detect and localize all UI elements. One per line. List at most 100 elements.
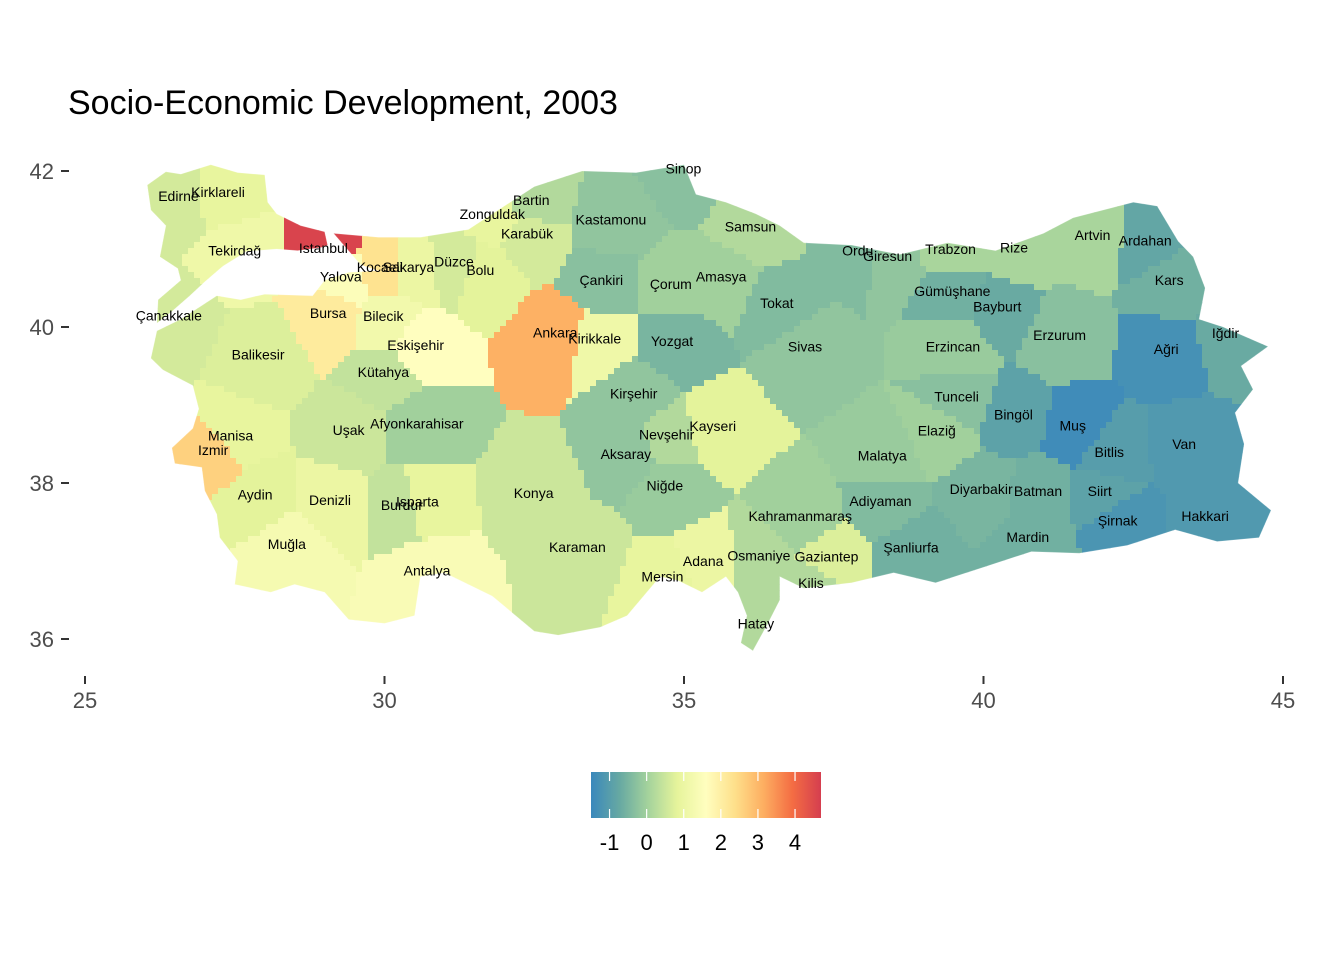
province-label: Kocaeli (357, 259, 403, 275)
province-label: Kastamonu (576, 211, 647, 227)
province-label: Kahramanmaraş (748, 508, 852, 524)
province-label: Şirnak (1098, 512, 1139, 528)
province-label: Kilis (798, 575, 824, 591)
province-label: Eskişehir (387, 337, 444, 353)
province-label: Izmir (198, 442, 229, 458)
province-label: Kayseri (689, 418, 736, 434)
province-label: Zonguldak (460, 206, 526, 222)
province-label: Tunceli (934, 388, 979, 404)
province-label: Niğde (647, 477, 684, 493)
x-tick-label: 25 (73, 688, 97, 713)
map-provinces (146, 164, 1272, 652)
province-label: Hakkari (1181, 508, 1228, 524)
province-label: Bilecik (363, 308, 404, 324)
province-label: Osmaniye (727, 548, 790, 564)
province-label: Giresun (863, 248, 912, 264)
province-label: Samsun (725, 218, 776, 234)
province-label: Isparta (396, 494, 439, 510)
province-label: Muş (1060, 417, 1086, 433)
province-label: Aydin (238, 487, 273, 503)
province-label: Mardin (1006, 529, 1049, 545)
legend-tick-label: 1 (678, 830, 690, 855)
province-label: Antalya (404, 562, 451, 578)
province-label: Erzincan (926, 339, 980, 355)
province-label: Kirklareli (191, 184, 245, 200)
province-label: Karabük (501, 225, 554, 241)
province-label: Adiyaman (849, 493, 911, 509)
province-label: Ankara (533, 324, 578, 340)
legend-tick-label: 2 (715, 830, 727, 855)
province-label: Bursa (310, 305, 347, 321)
province-label: Bitlis (1095, 444, 1125, 460)
province-label: Siirt (1088, 483, 1112, 499)
province-label: Aksaray (601, 446, 652, 462)
province-label: Ardahan (1119, 232, 1172, 248)
province-label: Karaman (549, 539, 606, 555)
province-label: Manisa (208, 427, 253, 443)
province-label: Yozgat (651, 333, 693, 349)
x-tick-label: 40 (971, 688, 995, 713)
x-tick-label: 30 (372, 688, 396, 713)
province-label: Istanbul (299, 240, 348, 256)
province-label: Gaziantep (795, 548, 859, 564)
province-label: Mersin (641, 569, 683, 585)
province-label: Tokat (760, 295, 794, 311)
province-label: Malatya (858, 448, 907, 464)
province-label: Batman (1014, 483, 1062, 499)
province-label: Nevşehir (639, 427, 695, 443)
province-label: Rize (1000, 239, 1028, 255)
map-axes: 25 30 35 40 45 36 38 40 42 (30, 159, 1296, 713)
province-label: Burdur (381, 497, 423, 513)
province-label: Denizli (309, 492, 351, 508)
province-label: Edirne (158, 188, 199, 204)
province-label: Kütahya (358, 364, 410, 380)
province-label: Gümüşhane (914, 283, 990, 299)
province-label: Çankiri (580, 272, 624, 288)
legend-tick-label: 4 (789, 830, 801, 855)
province-label: Tekirdağ (208, 243, 261, 259)
chart-title: Socio-Economic Development, 2003 (68, 84, 618, 122)
province-label: Amasya (696, 268, 747, 284)
province-label: Çanakkale (136, 307, 202, 323)
province-label: Kars (1155, 272, 1184, 288)
x-tick-label: 45 (1271, 688, 1295, 713)
y-tick-label: 38 (30, 471, 54, 496)
province-label: Sinop (665, 161, 701, 177)
legend-tick-label: 0 (641, 830, 653, 855)
province-label: Yalova (320, 268, 362, 284)
province-label: Bartin (513, 192, 550, 208)
province-label: Düzce (434, 253, 474, 269)
province-label: Balikesir (232, 346, 285, 362)
legend-colorbar (591, 772, 821, 818)
province-label: Bingöl (994, 406, 1033, 422)
province-label: Artvin (1075, 227, 1111, 243)
province-label: Sivas (788, 339, 822, 355)
province-label: Ordu (842, 243, 873, 259)
color-legend: -1 0 1 2 3 4 (591, 772, 821, 855)
province-label: Konya (514, 485, 554, 501)
province-label: Elaziğ (918, 423, 956, 439)
province-label: Çorum (650, 276, 692, 292)
province-label: Erzurum (1033, 327, 1086, 343)
province-label: Sakarya (383, 259, 435, 275)
province-label: Uşak (333, 422, 366, 438)
province-label: Diyarbakir (950, 481, 1013, 497)
province-label: Hatay (738, 615, 775, 631)
province-label: Afyonkarahisar (370, 416, 464, 432)
province-label: Muğla (268, 536, 306, 552)
province-label: Bolu (466, 262, 494, 278)
province-label: Bayburt (973, 299, 1021, 315)
province-label: Van (1172, 436, 1196, 452)
province-label: Trabzon (925, 241, 976, 257)
province-label: Kirikkale (568, 331, 621, 347)
province-label: Ağri (1154, 341, 1179, 357)
legend-tick-label: -1 (600, 830, 620, 855)
legend-tick-label: 3 (752, 830, 764, 855)
province-label: Iğdir (1212, 325, 1240, 341)
y-tick-label: 42 (30, 159, 54, 184)
province-label: Şanliurfa (883, 540, 938, 556)
y-tick-label: 36 (30, 627, 54, 652)
province-label: Kirşehir (610, 385, 658, 401)
